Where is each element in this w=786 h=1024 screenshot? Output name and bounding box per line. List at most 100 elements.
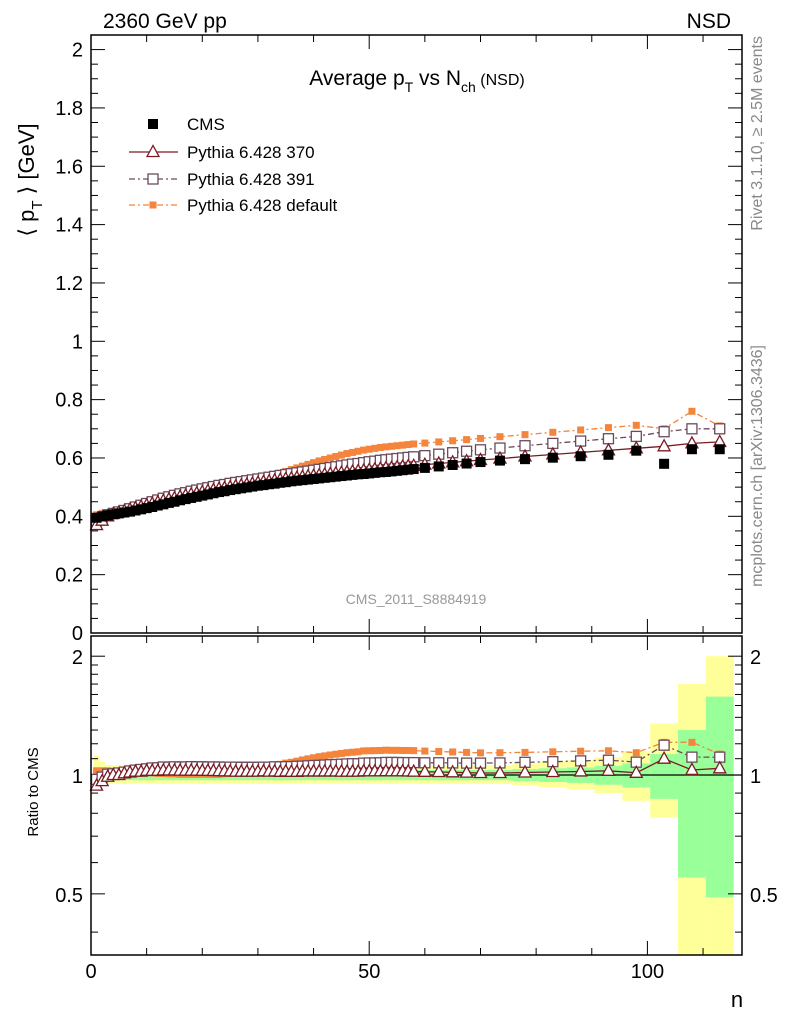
ratio-data-point: [371, 747, 379, 755]
data-point: [252, 480, 263, 491]
data-point: [337, 451, 345, 459]
data-point: [325, 472, 336, 483]
ratio-y-axis-title: Ratio to CMS: [25, 747, 42, 836]
y-axis-title: ⟨ pT ⟩ [GeV]: [14, 123, 46, 236]
ratio-data-point: [496, 749, 504, 757]
data-point: [463, 436, 471, 444]
data-point: [382, 443, 390, 451]
main-plot-ticks: 0 0.2 0.4 0.6 0.8 1 1.2 1.4 1.6 1.8 2: [55, 35, 742, 645]
y-tick-label: 1.4: [55, 215, 83, 237]
data-point: [631, 445, 642, 456]
data-point: [308, 473, 319, 484]
ratio-data-point: [684, 762, 700, 776]
data-point: [386, 466, 397, 477]
data-point: [219, 486, 230, 497]
ratio-data-point: [93, 767, 101, 775]
y-tick-label: 0.2: [55, 565, 83, 587]
data-point: [304, 460, 312, 468]
data-point: [303, 474, 313, 485]
y-tick-label: 1.6: [55, 156, 83, 178]
legend-label: CMS: [187, 115, 225, 134]
legend-marker: [145, 144, 161, 158]
ratio-data-point: [298, 756, 306, 764]
svg-text:⟨ pT ⟩ [GeV]: ⟨ pT ⟩ [GeV]: [14, 123, 46, 236]
data-point: [714, 423, 726, 435]
data-point: [369, 467, 380, 478]
data-point: [258, 480, 269, 491]
data-point: [393, 442, 401, 450]
data-point: [604, 424, 612, 432]
data-point: [169, 496, 180, 507]
ratio-data-point: [406, 763, 421, 777]
data-point: [341, 470, 352, 481]
data-point: [408, 464, 419, 475]
ratio-data-point: [349, 748, 357, 756]
main-plot-panel: 0 0.2 0.4 0.6 0.8 1 1.2 1.4 1.6 1.8 2 Average pT v…: [14, 34, 743, 645]
data-point: [163, 497, 174, 508]
data-point: [141, 503, 152, 514]
data-point: [124, 506, 135, 517]
side-label-rivet: Rivet 3.1.10, ≥ 2.5M events: [749, 36, 766, 231]
data-point: [449, 437, 457, 445]
data-point: [475, 457, 486, 468]
y-tick-label: 0.8: [55, 390, 83, 412]
data-point: [575, 451, 586, 462]
data-point: [319, 472, 330, 483]
ratio-data-point: [521, 748, 529, 756]
data-point: [387, 442, 395, 450]
ratio-data-point: [387, 746, 395, 754]
ratio-data-point: [449, 748, 457, 756]
ratio-series-pythia-6-428-370: [89, 750, 727, 791]
data-point: [236, 483, 247, 494]
header-right-label: NSD: [687, 10, 731, 33]
x-tick-label: 100: [631, 961, 664, 983]
data-point: [147, 501, 158, 512]
data-point: [241, 482, 252, 493]
data-point: [630, 430, 642, 443]
data-point: [686, 444, 697, 455]
ratio-data-point: [310, 754, 318, 762]
data-point: [91, 512, 102, 523]
data-point: [315, 457, 323, 465]
y-tick-label: 0: [72, 623, 83, 645]
ratio-data-point: [629, 764, 644, 778]
ratio-data-point: [604, 747, 612, 755]
data-point: [113, 508, 124, 519]
data-point: [213, 487, 224, 498]
data-point: [186, 492, 197, 503]
ratio-data-point: [417, 763, 432, 777]
ratio-data-point: [410, 747, 418, 755]
data-point: [130, 505, 141, 516]
data-point: [353, 469, 364, 480]
band-inner-bin: [705, 696, 734, 898]
x-axis-title: n: [731, 987, 743, 1012]
y-tick-label: 1.2: [55, 273, 83, 295]
data-point: [376, 443, 384, 451]
data-point: [397, 465, 408, 476]
ratio-data-point: [382, 746, 390, 754]
data-point: [658, 426, 670, 438]
data-point: [632, 421, 640, 429]
y-tick-label: 1.8: [55, 98, 83, 120]
y-tick-label: 2: [72, 40, 83, 62]
x-tick-label: 50: [358, 961, 380, 983]
ratio-y-tick-label: 0.5: [55, 885, 83, 907]
data-point: [688, 407, 696, 415]
data-point: [549, 428, 557, 436]
data-point: [102, 510, 113, 521]
ratio-data-point: [332, 750, 340, 758]
ratio-data-point: [492, 765, 508, 779]
ratio-data-point: [315, 753, 323, 761]
ratio-uncertainty-bands: [91, 656, 742, 955]
data-point: [421, 439, 429, 447]
ratio-data-point: [473, 765, 488, 779]
data-point: [399, 441, 407, 449]
data-point: [152, 500, 163, 511]
data-point: [419, 462, 430, 473]
data-point: [447, 459, 458, 470]
data-point: [433, 461, 444, 472]
data-point: [336, 471, 347, 482]
ratio-y-tick-label-right: 1: [750, 766, 761, 788]
data-point: [365, 445, 373, 453]
